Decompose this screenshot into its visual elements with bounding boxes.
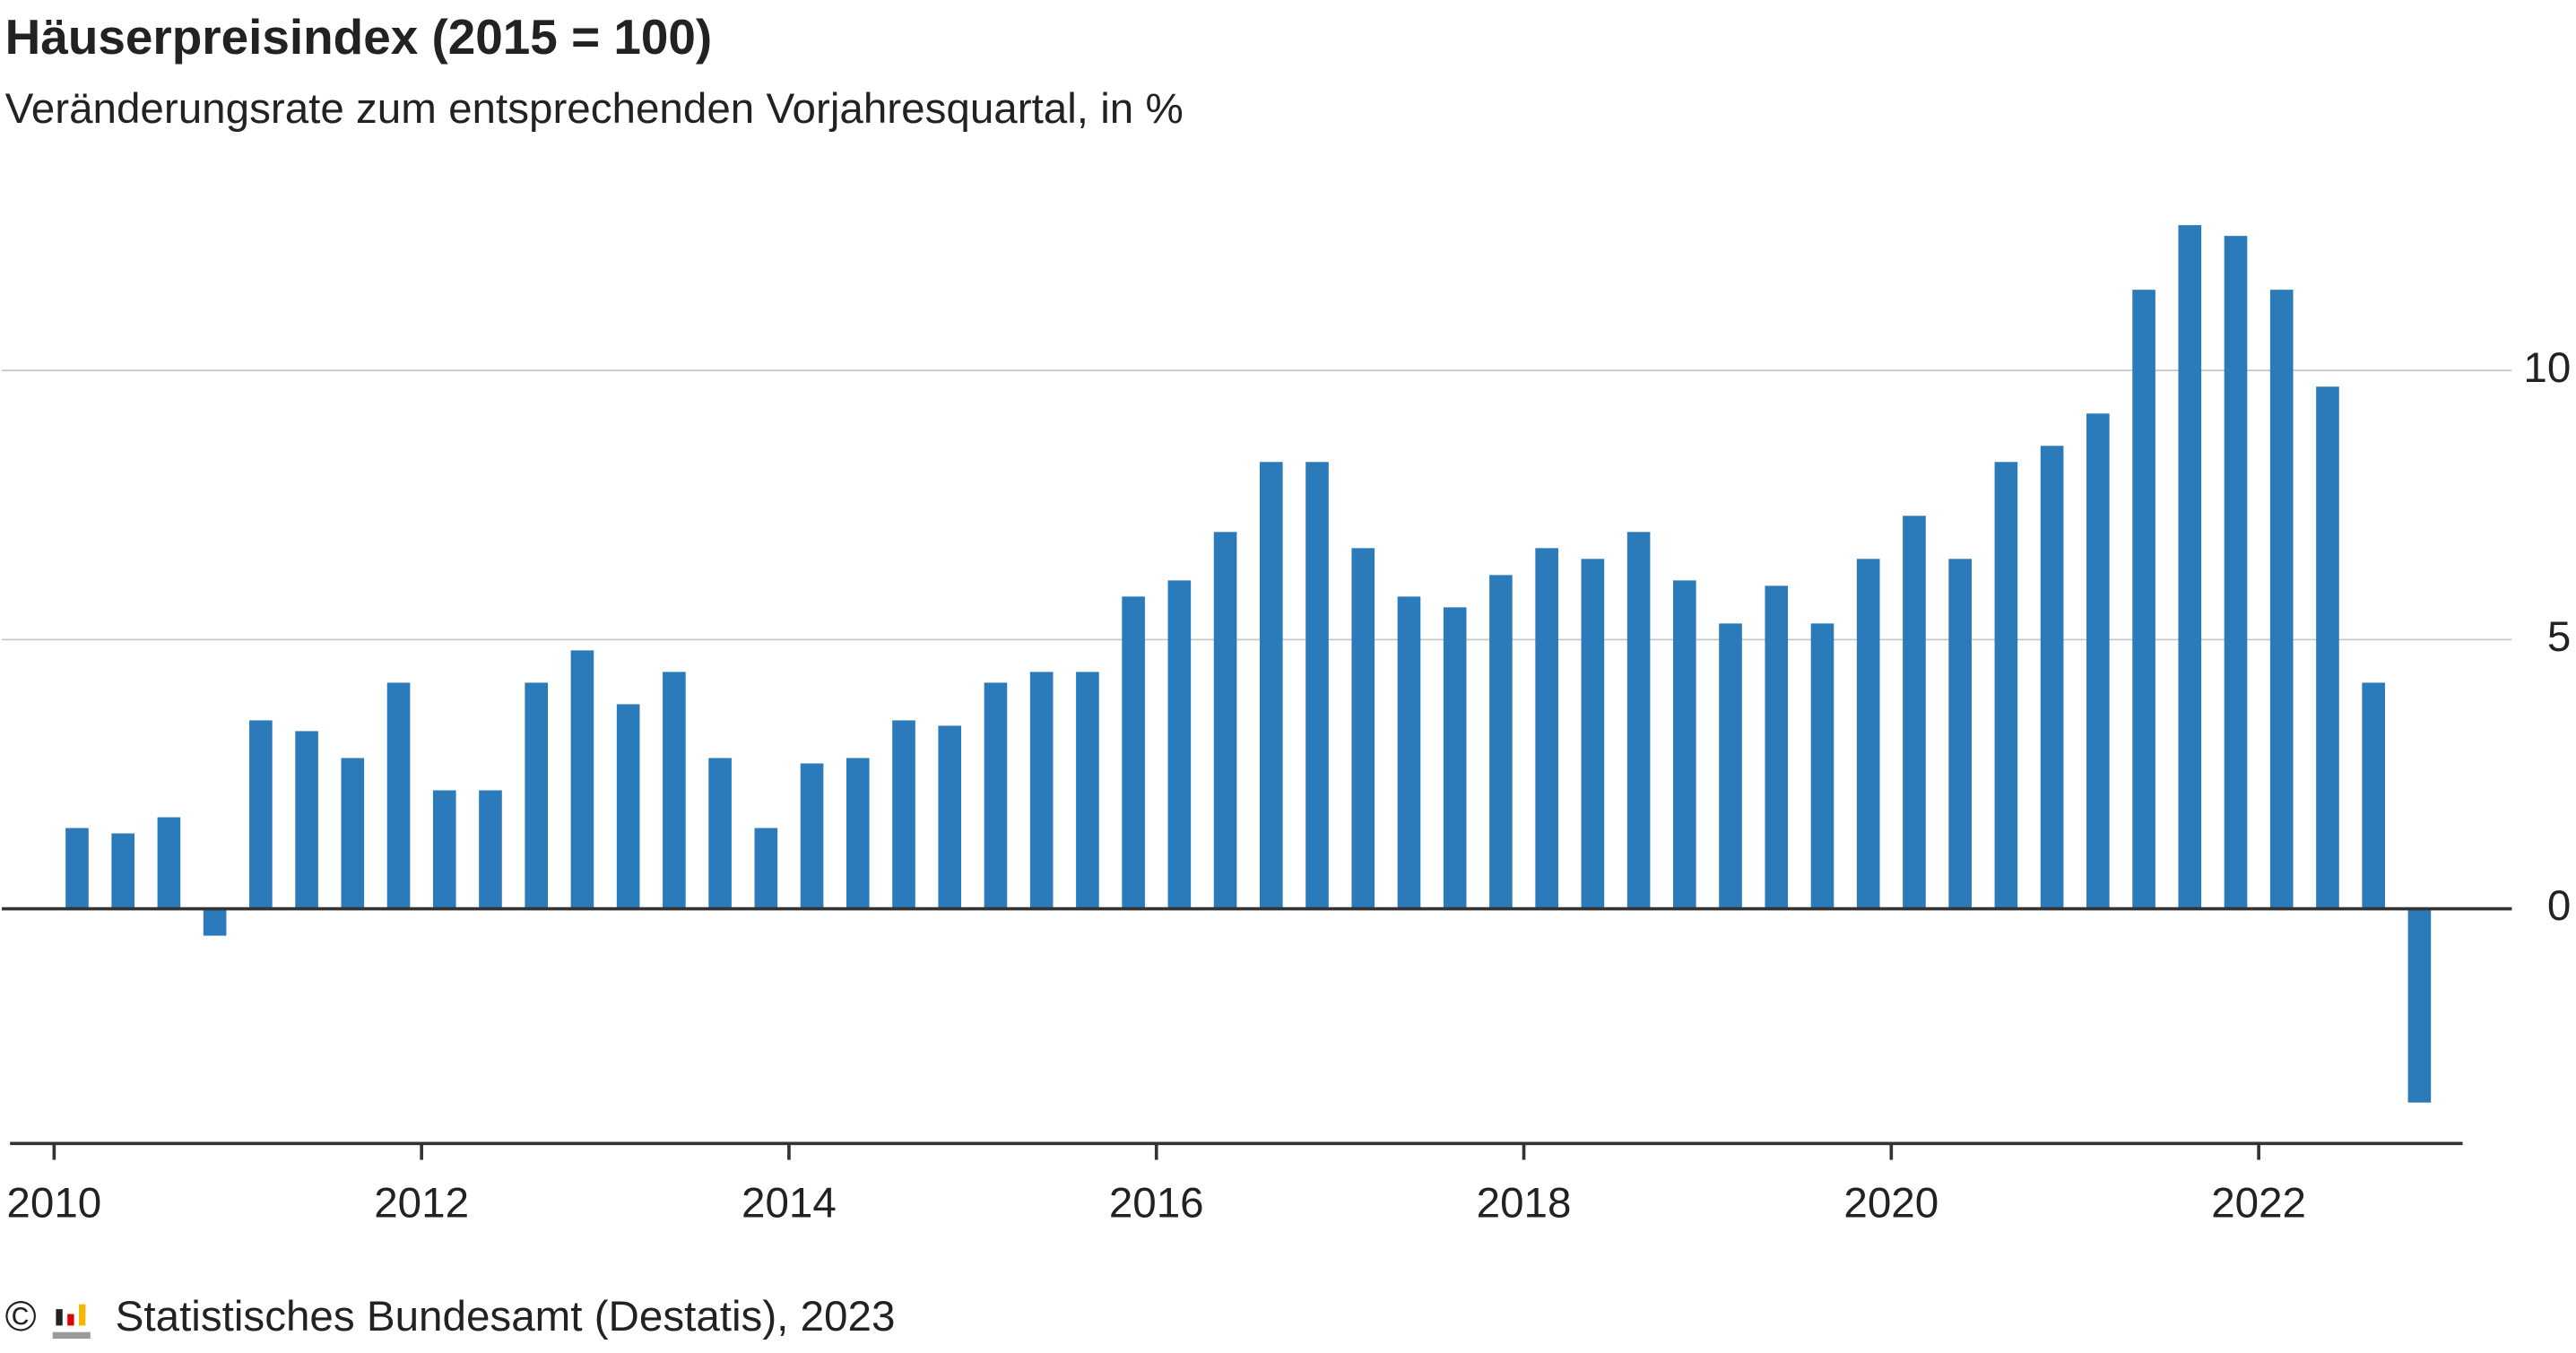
bar — [1535, 548, 1558, 909]
bar — [2407, 908, 2432, 1103]
bar — [1076, 672, 1099, 909]
bar — [203, 908, 227, 936]
chart-subtitle: Veränderungsrate zum entsprechenden Vorj… — [5, 85, 1184, 133]
bar — [65, 828, 89, 909]
bar — [1305, 462, 1329, 909]
bar — [249, 720, 273, 909]
bar — [295, 731, 318, 909]
bar — [479, 790, 502, 909]
bar — [111, 833, 134, 909]
bar — [800, 763, 824, 909]
bar — [1948, 559, 1972, 909]
bar — [1443, 607, 1467, 909]
y-tick-label: 10 — [2523, 344, 2571, 392]
bar — [525, 682, 549, 909]
bar — [1489, 575, 1513, 909]
bar — [846, 758, 870, 909]
x-tick-label: 2014 — [742, 1179, 837, 1227]
bar — [2224, 236, 2248, 909]
logo — [52, 1304, 91, 1340]
bar — [616, 704, 640, 909]
x-tick-label: 2012 — [374, 1179, 469, 1227]
bar — [938, 725, 962, 909]
bar — [432, 790, 456, 909]
bar — [2178, 225, 2202, 909]
bar — [663, 672, 686, 909]
bar — [1719, 623, 1742, 909]
bar — [1351, 548, 1375, 909]
bar — [984, 682, 1008, 909]
bar — [1765, 585, 1789, 909]
x-tick-label: 2022 — [2211, 1179, 2306, 1227]
bar — [1903, 516, 1926, 909]
y-tick-label: 0 — [2547, 882, 2571, 930]
bar — [1259, 462, 1283, 909]
x-tick-label: 2020 — [1843, 1179, 1939, 1227]
bar — [1122, 596, 1145, 909]
bar — [2362, 682, 2385, 909]
bar — [2316, 386, 2339, 909]
bar — [2086, 413, 2110, 909]
bar — [2040, 446, 2064, 909]
bar — [1673, 580, 1696, 909]
bar — [341, 758, 365, 909]
x-tick-label: 2016 — [1109, 1179, 1204, 1227]
chart-title: Häuserpreisindex (2015 = 100) — [5, 9, 713, 65]
source: © Statistisches Bundesamt (Destatis), 20… — [5, 1293, 896, 1340]
x-tick-label: 2010 — [6, 1179, 101, 1227]
bar — [157, 817, 181, 909]
bar — [708, 758, 732, 909]
bar — [1167, 580, 1192, 909]
bar — [2132, 290, 2155, 909]
bar — [1856, 559, 1880, 909]
bar — [892, 720, 915, 909]
bar — [1626, 532, 1651, 909]
x-tick-label: 2018 — [1477, 1179, 1572, 1227]
y-tick-label: 5 — [2547, 613, 2571, 661]
bar — [386, 682, 411, 909]
bar — [1581, 559, 1605, 909]
bar — [1213, 532, 1237, 909]
bar — [570, 650, 594, 909]
bar — [1397, 596, 1421, 909]
bar — [754, 828, 778, 909]
bar — [1029, 672, 1054, 909]
bar — [2269, 290, 2294, 909]
bar — [1994, 462, 2018, 909]
bar — [1810, 623, 1834, 909]
